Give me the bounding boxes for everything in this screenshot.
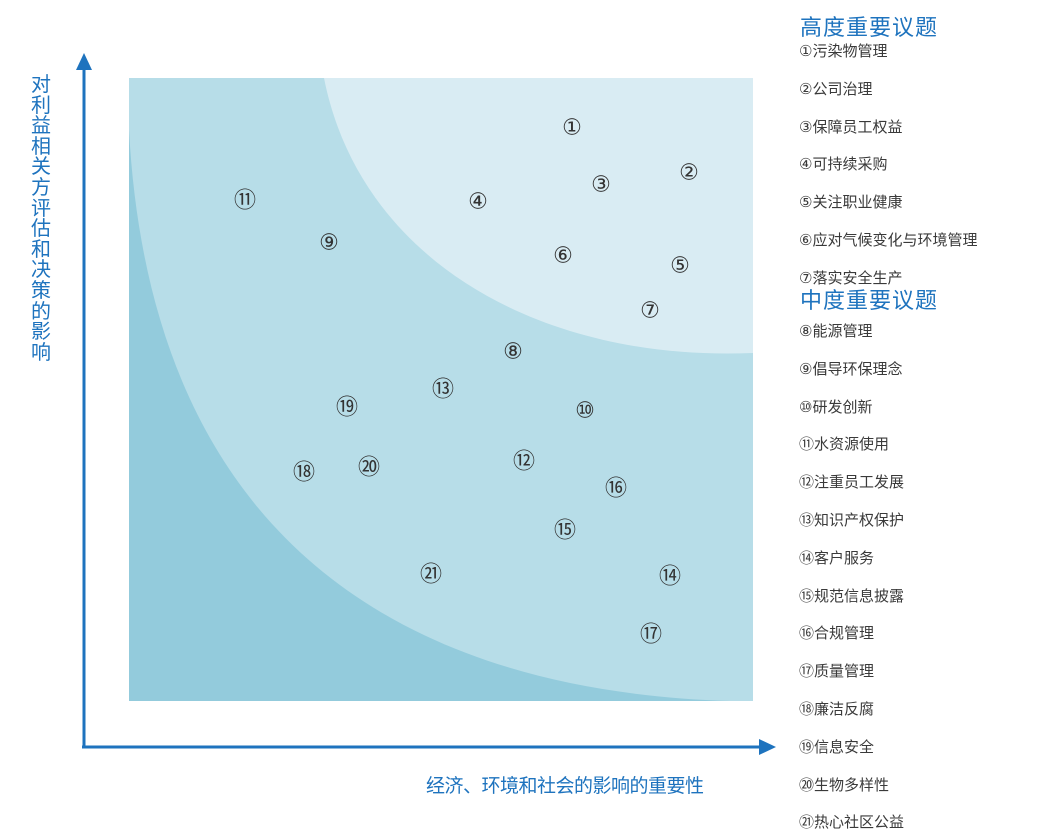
y-axis-label-char: 方 [31,174,51,199]
x-axis-arrow [759,739,776,755]
y-axis-label-char: 的 [31,298,51,323]
legend-item: ⑭客户服务 [799,548,875,567]
y-axis-label-char: 估 [31,216,51,241]
issue-marker: ② [679,161,699,186]
issue-marker: ⑱ [293,461,315,486]
legend-item: ⑬知识产权保护 [799,511,905,529]
y-axis-label-char: 相 [31,133,51,158]
y-axis-label-char: 响 [31,339,51,364]
issue-marker: ⑪ [234,189,256,214]
legend-item: ②公司治理 [799,79,873,98]
legend-item: ⑱廉洁反腐 [799,700,875,718]
issue-marker: ⑯ [605,477,627,502]
legend-title-high: 高度重要议题 [800,16,939,41]
issue-marker: ⑬ [432,378,454,403]
issue-marker: ⑦ [640,299,660,324]
y-axis-label-char: 策 [31,277,51,302]
issue-marker: ⑭ [659,565,681,590]
legend-item: ⑩研发创新 [799,397,873,416]
legend-item: ⑯合规管理 [799,624,875,643]
legend-title-mid: 中度重要议题 [800,289,939,314]
legend-item: ㉑热心社区公益 [799,813,905,832]
y-axis-label-char: 益 [31,113,51,138]
legend-item: ⑮规范信息披露 [799,586,905,605]
issue-marker: ⑫ [513,450,535,475]
y-axis-label-char: 利 [31,92,51,117]
y-axis-label-char: 关 [31,154,51,179]
legend-item: ⑨倡导环保理念 [799,359,903,378]
legend-item: ⑫注重员工发展 [799,473,905,492]
y-axis-label-char: 对 [31,72,51,96]
issue-marker: ⑤ [670,254,690,279]
legend-item: ⑥应对气候变化与环境管理 [799,231,978,249]
legend-item: ⑰质量管理 [799,662,875,681]
issue-marker: ③ [591,173,611,198]
issue-marker: ⑮ [554,519,576,544]
legend-item: ⑲信息安全 [799,737,875,756]
x-axis-label: 经济、环境和社会的影响的重要性 [426,775,704,797]
zone-high [324,78,753,354]
legend-item: ④可持续采购 [799,155,888,174]
issue-markers: ① ② ③ ④ ⑤ ⑥ ⑦ ⑧ ⑨ ⑩ ⑪ ⑫ ⑬ ⑭ ⑮ ⑯ ⑰ ⑱ ⑲ ⑳ ㉑ [234,116,699,648]
legend-item: ⑳生物多样性 [799,775,890,794]
issue-marker: ① [562,116,582,141]
y-axis-label-char: 影 [31,319,51,344]
y-axis-label-char: 决 [31,257,51,282]
issue-marker: ⑥ [553,244,573,269]
legend-item: ①污染物管理 [799,42,888,60]
issue-marker: ⑩ [575,399,595,424]
issue-marker: ⑰ [640,623,662,648]
issue-marker: ㉑ [420,563,442,588]
issue-marker: ⑨ [319,231,339,256]
y-axis-label: 对利益相关方评估和决策的影响 [26,74,56,362]
issue-marker: ⑳ [358,456,380,481]
y-axis-label-char: 和 [31,236,51,261]
legend-item: ⑧能源管理 [799,322,873,340]
legend-item: ⑪水资源使用 [799,435,890,454]
issue-marker: ⑲ [336,396,358,421]
issue-marker: ④ [468,190,488,215]
issue-marker: ⑧ [503,340,523,365]
legend-item: ⑤关注职业健康 [799,193,903,212]
y-axis-arrow [76,53,92,70]
y-axis-label-char: 评 [31,195,51,220]
legend-item: ⑦落实安全生产 [799,268,903,287]
legend-item: ③保障员工权益 [799,117,903,136]
